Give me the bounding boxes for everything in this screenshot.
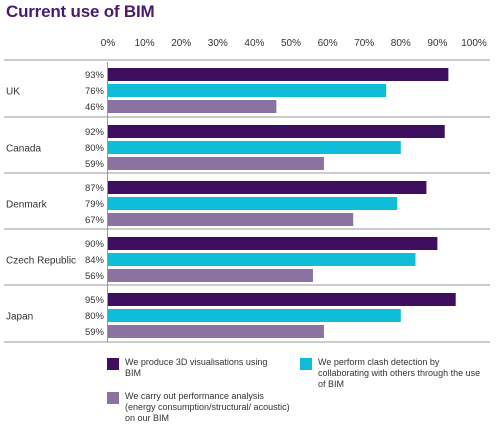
data-label: 92% <box>85 127 105 138</box>
bar <box>108 125 445 138</box>
category-label: Japan <box>6 312 33 323</box>
category-label: Czech Republic <box>6 256 76 267</box>
x-tick-label: 20% <box>171 38 191 49</box>
x-tick-label: 50% <box>281 38 301 49</box>
data-label: 76% <box>85 86 105 97</box>
bar <box>108 293 456 306</box>
x-tick-label: 90% <box>427 38 447 49</box>
bar <box>108 309 401 322</box>
bar <box>108 269 313 282</box>
legend-swatch-performance-analysis <box>107 392 119 404</box>
bar <box>108 157 324 170</box>
x-tick-label: 60% <box>318 38 338 49</box>
data-label: 59% <box>85 327 105 338</box>
category-label: Denmark <box>6 200 48 211</box>
data-label: 84% <box>85 255 105 266</box>
bar <box>108 213 354 226</box>
bar <box>108 100 277 113</box>
x-tick-label: 0% <box>101 38 116 49</box>
legend-label-performance-analysis: We carry out performance analysis (energ… <box>125 391 290 423</box>
legend-item-3d-visualisations: We produce 3D visualisations using BIM <box>107 357 292 379</box>
legend-label-3d-visualisations: We produce 3D visualisations using BIM <box>125 357 268 378</box>
bar <box>108 325 324 338</box>
category-label: Canada <box>6 144 41 155</box>
legend-label-clash-detection: We perform clash detection by collaborat… <box>318 357 481 389</box>
bar <box>108 197 398 210</box>
bar <box>108 237 438 250</box>
bar <box>108 68 449 81</box>
data-label: 46% <box>85 102 105 113</box>
bar <box>108 253 416 266</box>
x-tick-label: 10% <box>135 38 155 49</box>
legend-item-performance-analysis: We carry out performance analysis (energ… <box>107 391 292 424</box>
data-label: 67% <box>85 215 105 226</box>
chart-title: Current use of BIM <box>6 2 155 21</box>
legend-swatch-clash-detection <box>300 358 312 370</box>
data-label: 59% <box>85 159 105 170</box>
x-tick-label: 40% <box>244 38 264 49</box>
legend-swatch-3d-visualisations <box>107 358 119 370</box>
data-label: 79% <box>85 199 105 210</box>
data-label: 95% <box>85 295 105 306</box>
data-label: 87% <box>85 183 105 194</box>
x-tick-label: 80% <box>391 38 411 49</box>
legend-item-clash-detection: We perform clash detection by collaborat… <box>300 357 495 390</box>
data-label: 80% <box>85 311 105 322</box>
data-label: 93% <box>85 70 105 81</box>
bar <box>108 141 401 154</box>
x-tick-label: 100% <box>461 38 487 49</box>
data-label: 56% <box>85 271 105 282</box>
x-tick-label: 70% <box>354 38 374 49</box>
x-tick-label: 30% <box>208 38 228 49</box>
data-label: 80% <box>85 143 105 154</box>
bar <box>108 181 427 194</box>
data-label: 90% <box>85 239 105 250</box>
category-label: UK <box>6 87 20 98</box>
bar <box>108 84 387 97</box>
